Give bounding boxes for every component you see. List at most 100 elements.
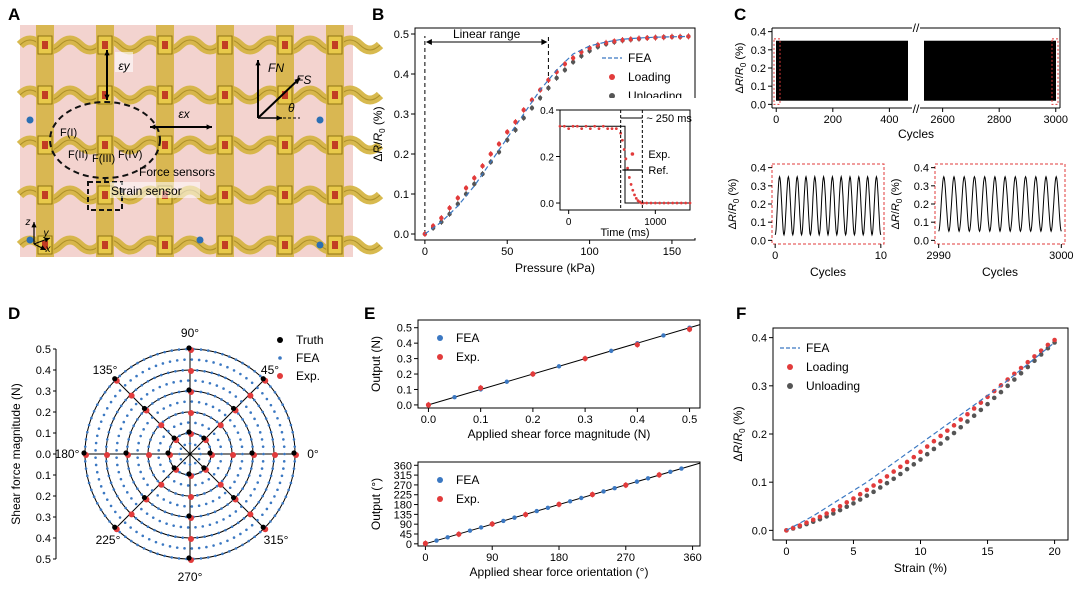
y-tick-label: 315 [394, 470, 412, 482]
fea-point [174, 492, 177, 495]
loading-point [804, 520, 809, 525]
fea-point [257, 500, 261, 504]
fea-point [273, 495, 276, 498]
legend-label: FEA [456, 331, 479, 345]
fea-point [258, 374, 262, 378]
inset-exp-point [658, 201, 662, 205]
fea-point [105, 460, 108, 463]
fea-point [262, 452, 265, 456]
fea-point [162, 470, 165, 473]
fea-point [217, 531, 221, 535]
inset-exp-point [633, 193, 636, 197]
fea-point [212, 472, 216, 476]
fea-point [141, 370, 145, 374]
fea-point [293, 460, 297, 463]
fea-point [213, 394, 217, 398]
inset-exp-point [622, 148, 626, 151]
fea-point [284, 495, 288, 499]
angle-label: 90° [181, 326, 199, 340]
fea-point [105, 498, 109, 501]
fea-point [251, 460, 254, 463]
fea-point [186, 421, 190, 424]
fea-point [220, 452, 223, 456]
linear-range-head-right [541, 39, 548, 45]
fea-point [119, 427, 123, 431]
loading-point [884, 474, 890, 479]
sensor-core-0-4 [42, 241, 48, 249]
fea-point [216, 466, 220, 470]
fea-point [127, 467, 130, 470]
inset-exp-point [653, 201, 657, 205]
x-tick-label: 270 [617, 552, 635, 564]
radial-tick-label: 0.2 [36, 407, 51, 419]
x-tick-label: 3000 [1049, 250, 1073, 262]
fea-point [251, 445, 254, 448]
x-tick-label: 2990 [926, 250, 950, 262]
fea-point [119, 500, 123, 504]
fea-point [139, 434, 142, 438]
fea-point [250, 438, 253, 441]
fea-point [129, 379, 132, 382]
fea-point [234, 547, 238, 550]
loading-point [636, 36, 642, 41]
f-i-label: F(I) [60, 127, 77, 139]
fea-point [501, 518, 506, 524]
fea-point [282, 467, 285, 470]
sensor-core-4-4 [282, 241, 288, 249]
unloading-point [505, 137, 510, 143]
loading-point [864, 487, 870, 493]
exp-point [556, 501, 562, 507]
fea-point [118, 389, 122, 392]
inset-exp-point [675, 201, 679, 205]
y-tick-label: 0 [406, 539, 412, 551]
fea-point [260, 467, 264, 470]
inset-exp-point [619, 131, 623, 135]
fea-point [230, 445, 233, 449]
fea-point [210, 533, 214, 537]
x-tick-label: 20 [1048, 546, 1060, 558]
inset-exp-point [580, 127, 584, 131]
sensor-core-3-4 [222, 241, 228, 249]
fea-point [226, 402, 229, 405]
y-tick-label: 0.0 [540, 199, 554, 210]
legend-marker [277, 373, 283, 379]
unloading-point [844, 504, 850, 510]
sensor-core-1-4 [102, 241, 108, 249]
legend-label: Ref. [648, 165, 668, 177]
loading-point [653, 35, 658, 40]
fea-point [181, 494, 185, 497]
inset-exp-point [662, 201, 666, 205]
angle-label: 45° [261, 363, 279, 377]
fea-point [99, 508, 103, 511]
loading-point [871, 483, 876, 488]
fea-point [157, 398, 160, 401]
fea-point [134, 388, 138, 391]
fea-point [197, 457, 201, 461]
fea-point [236, 412, 240, 415]
fea-point [134, 502, 138, 506]
fea-point [218, 496, 221, 499]
sensor-core-1-3 [102, 191, 108, 199]
fea-point [117, 470, 121, 474]
fea-point [149, 550, 152, 553]
truth-point [171, 465, 177, 471]
y-axis-label: ΔR/R0 (%) [727, 179, 741, 230]
fea-point [179, 525, 183, 529]
fea-point [197, 400, 201, 404]
truth-point [291, 450, 297, 456]
fea-point [183, 504, 186, 508]
fea-point [158, 519, 162, 523]
y-tick-label: 0.0 [397, 400, 412, 412]
fea-point [293, 445, 297, 448]
fea-point [172, 425, 176, 429]
fea-point [284, 409, 288, 413]
fea-point [258, 474, 262, 477]
fea-point [129, 539, 133, 543]
radial-tick-label: 0.2 [36, 491, 51, 503]
fea-point [159, 463, 162, 467]
fea-point [123, 383, 127, 387]
fea-point [168, 545, 172, 548]
panel-a-illustration: εy εx FN FSθ F(I) F(II) F(III) F(IV) Force senso… [16, 25, 384, 257]
fea-point [241, 543, 244, 547]
y-tick-label: 0.4 [751, 163, 766, 175]
